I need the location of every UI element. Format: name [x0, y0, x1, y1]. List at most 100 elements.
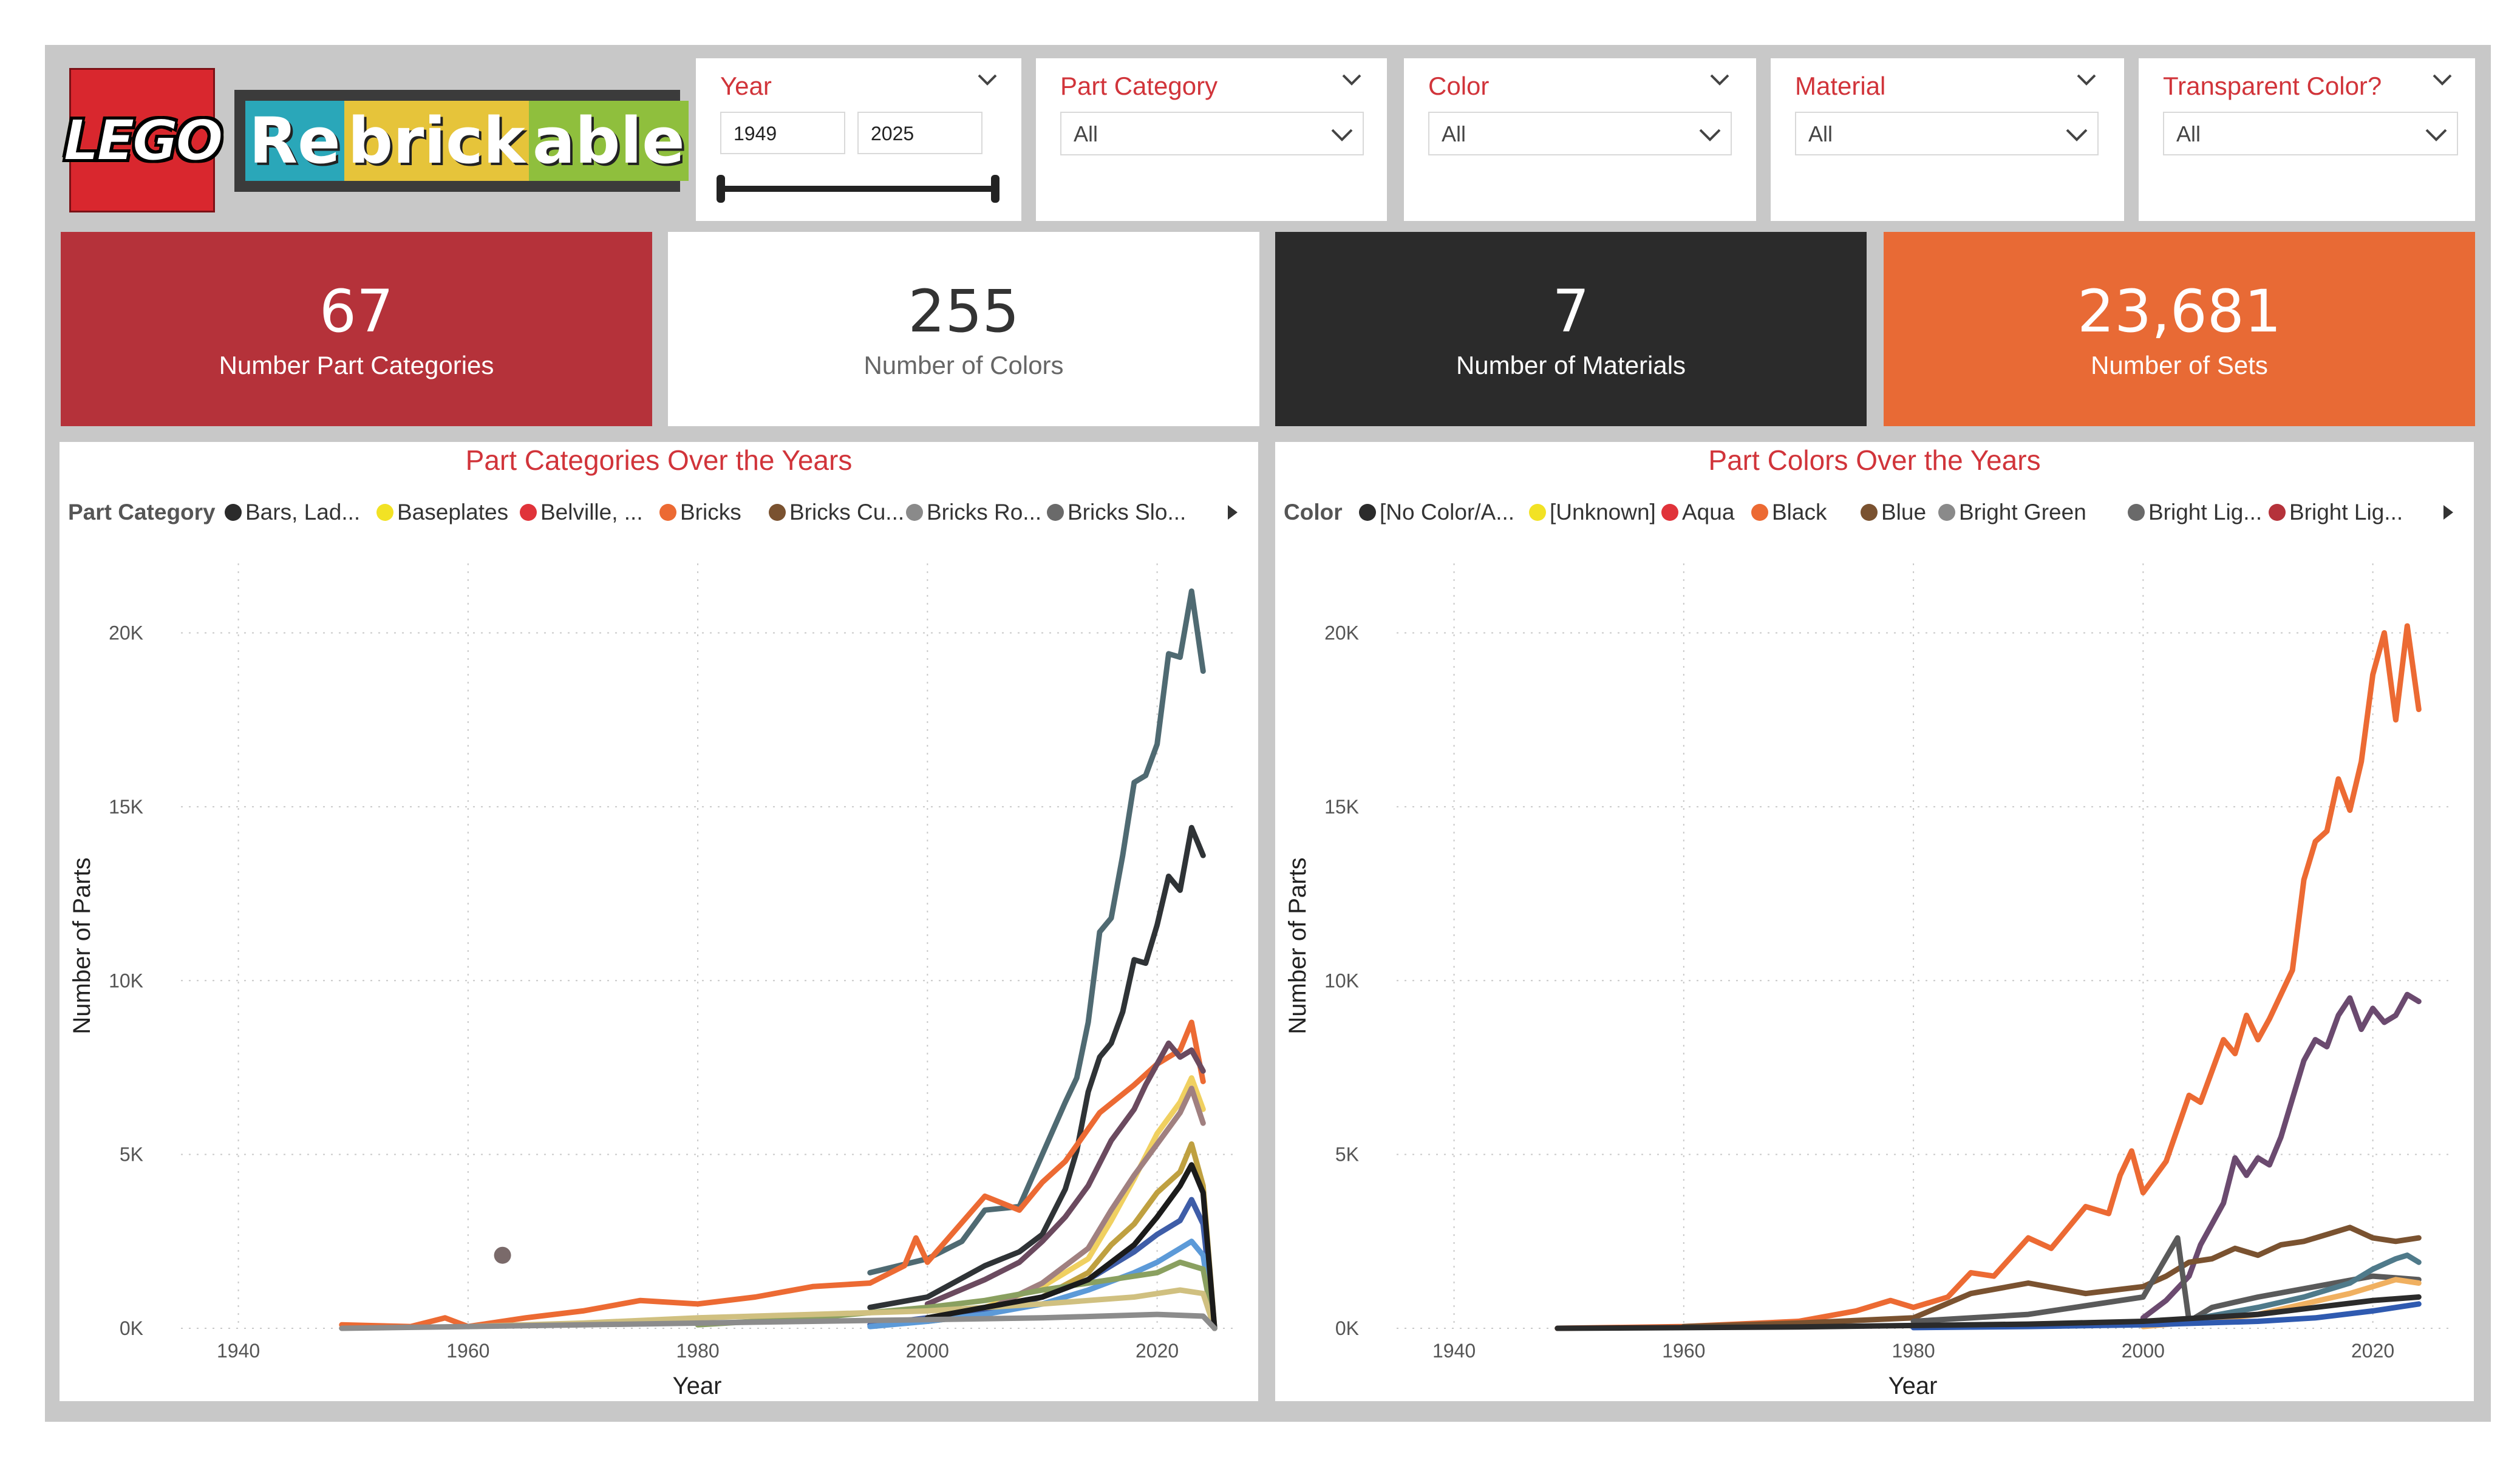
year-range-handle-end[interactable] — [991, 175, 999, 203]
part-category-slicer[interactable]: Part Category All — [1036, 58, 1387, 221]
y-tick-label: 10K — [109, 970, 143, 991]
part-colors-chart[interactable]: Part Colors Over the Years Color [No Color… — [1275, 442, 2474, 1401]
chevron-down-icon — [1699, 129, 1721, 141]
x-tick-label: 2000 — [906, 1340, 949, 1362]
legend-item: Bricks Ro... — [927, 500, 1041, 525]
legend-item: [No Color/A... — [1380, 500, 1514, 525]
part-category-title: Part Category — [1060, 72, 1218, 100]
rebrickable-logo: Re brick able — [234, 90, 689, 192]
y-tick-label: 10K — [1324, 970, 1359, 991]
legend-marker — [769, 504, 786, 521]
x-tick-label: 2000 — [2122, 1340, 2165, 1362]
legend-item: Blue — [1881, 500, 1926, 525]
transparent-color-dropdown[interactable]: All — [2163, 112, 2458, 155]
kpi-card-colors: 255 Number of Colors — [668, 232, 1259, 426]
legend-marker — [1861, 504, 1878, 521]
legend-marker — [1359, 504, 1376, 521]
x-tick-label: 2020 — [2351, 1340, 2394, 1362]
part-category-dropdown[interactable]: All — [1060, 112, 1364, 155]
year-slicer[interactable]: Year 1949 2025 — [696, 58, 1021, 221]
legend-marker — [1529, 504, 1546, 521]
chevron-down-icon[interactable] — [975, 70, 999, 89]
legend-marker — [376, 504, 393, 521]
part-categories-line-chart[interactable]: Part Categories Over the Years Part Categ… — [60, 442, 1258, 1401]
legend-next-icon[interactable] — [1228, 505, 1238, 520]
legend-item: Belville, ... — [540, 500, 643, 525]
kpi-label: Number Part Categories — [219, 351, 494, 379]
chevron-down-icon — [2425, 129, 2447, 141]
legend-marker — [1047, 504, 1064, 521]
legend-marker — [1751, 504, 1768, 521]
x-tick-label: 1980 — [1892, 1340, 1935, 1362]
y-tick-label: 5K — [120, 1144, 143, 1166]
kpi-value: 23,681 — [2077, 277, 2281, 345]
year-to-input[interactable]: 2025 — [857, 112, 982, 154]
legend-item: Bright Lig... — [2148, 500, 2262, 525]
year-range-handle-start[interactable] — [717, 175, 725, 203]
series-line — [1910, 1235, 2422, 1324]
series-line — [339, 1019, 1206, 1330]
part-colors-line-chart[interactable]: Part Colors Over the Years Color [No Color… — [1275, 442, 2474, 1401]
legend-item: Aqua — [1682, 500, 1735, 525]
color-slicer[interactable]: Color All — [1404, 58, 1756, 221]
series-line — [1555, 623, 2422, 1331]
x-tick-label: 2020 — [1136, 1340, 1179, 1362]
x-tick-label: 1960 — [1662, 1340, 1705, 1362]
chevron-down-icon[interactable] — [1708, 70, 1732, 89]
legend-marker — [659, 504, 676, 521]
transparent-color-slicer[interactable]: Transparent Color? All — [2139, 58, 2475, 221]
y-axis-label: Number of Parts — [69, 857, 95, 1034]
year-from-input[interactable]: 1949 — [720, 112, 845, 154]
legend-marker — [2269, 504, 2286, 521]
legend-item: Black — [1772, 500, 1827, 525]
y-tick-label: 0K — [120, 1317, 143, 1339]
year-range-track — [720, 186, 995, 192]
kpi-value: 7 — [1552, 277, 1590, 345]
series-line — [924, 1162, 1217, 1331]
legend-marker — [2128, 504, 2145, 521]
legend-item: Baseplates — [397, 500, 508, 525]
series-line — [867, 588, 1206, 1275]
kpi-label: Number of Materials — [1456, 351, 1686, 379]
y-tick-label: 20K — [1324, 622, 1359, 644]
year-slicer-title: Year — [720, 72, 772, 100]
legend-item: Bars, Lad... — [245, 500, 360, 525]
color-slicer-title: Color — [1428, 72, 1490, 100]
legend-item: Bright Lig... — [2289, 500, 2403, 525]
legend-next-icon[interactable] — [2443, 505, 2453, 520]
x-tick-label: 1960 — [446, 1340, 489, 1362]
legend-marker — [520, 504, 537, 521]
series-line — [1681, 1224, 2422, 1330]
y-tick-label: 0K — [1335, 1317, 1359, 1339]
legend-marker — [1938, 504, 1955, 521]
legend-item: [Unknown] — [1550, 500, 1656, 525]
kpi-card-sets: 23,681 Number of Sets — [1884, 232, 2475, 426]
kpi-label: Number of Colors — [863, 351, 1064, 379]
y-tick-label: 5K — [1335, 1144, 1359, 1166]
color-dropdown[interactable]: All — [1428, 112, 1732, 155]
part-categories-chart[interactable]: Part Categories Over the Years Part Categ… — [60, 442, 1258, 1401]
data-point — [494, 1246, 511, 1264]
legend-title: Color — [1284, 500, 1343, 525]
legend-item: Bricks Slo... — [1068, 500, 1186, 525]
x-tick-label: 1940 — [217, 1340, 260, 1362]
chevron-down-icon[interactable] — [2074, 70, 2099, 89]
material-slicer[interactable]: Material All — [1771, 58, 2124, 221]
chevron-down-icon — [2066, 129, 2088, 141]
series-line — [339, 1311, 1217, 1331]
chevron-down-icon[interactable] — [1340, 70, 1364, 89]
x-axis-label: Year — [673, 1373, 722, 1399]
legend-item: Bright Green — [1959, 500, 2086, 525]
chevron-down-icon[interactable] — [2430, 70, 2454, 89]
material-slicer-title: Material — [1795, 72, 1886, 100]
lego-logo: LEGO — [63, 68, 224, 212]
kpi-card-materials: 7 Number of Materials — [1275, 232, 1867, 426]
kpi-value: 255 — [908, 277, 1020, 345]
chevron-down-icon — [1331, 129, 1353, 141]
x-tick-label: 1980 — [676, 1340, 719, 1362]
material-dropdown[interactable]: All — [1795, 112, 2099, 155]
series-line — [924, 1040, 1206, 1307]
kpi-value: 67 — [319, 277, 394, 345]
legend-marker — [1661, 504, 1678, 521]
series-line — [1555, 1294, 2422, 1331]
